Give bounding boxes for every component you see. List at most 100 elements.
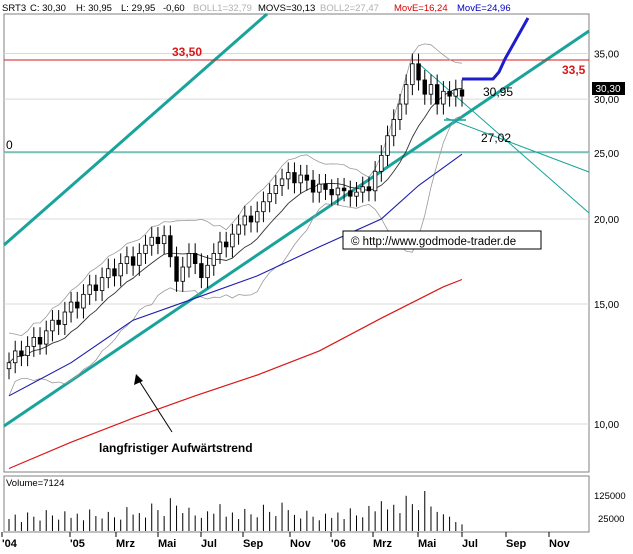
- candle-body: [453, 89, 458, 97]
- x-tick-label: Mrz: [116, 538, 135, 549]
- header-bar: SRT3 C: 30,30 H: 30,95 L: 29,95 -0,60 BO…: [2, 3, 511, 14]
- y-tick-label: 25,00: [594, 149, 619, 160]
- y-tick-label: 35,00: [594, 49, 619, 60]
- trend-annotation-arrow: [137, 378, 173, 433]
- candle-body: [428, 84, 434, 95]
- candle-body: [385, 135, 390, 156]
- header-close: C: 30,30: [30, 3, 66, 14]
- candle-body: [447, 90, 452, 97]
- candle-body: [137, 253, 142, 266]
- x-tick-label: Nov: [290, 538, 312, 549]
- x-tick-label: '05: [70, 538, 85, 549]
- x-tick-label: '04: [2, 538, 18, 549]
- x-axis: '04 '05 Mrz Mai Jul Sep Nov '06 Mrz Mai Jul Sep Nov: [1, 532, 571, 550]
- candle-body: [310, 179, 316, 193]
- candle-body: [230, 233, 235, 248]
- candle-body: [286, 172, 291, 180]
- candle-body: [168, 235, 173, 258]
- header-movs: MOVS=30,13: [258, 3, 315, 14]
- downtrend-channel-lower: [445, 117, 590, 173]
- candle-body: [242, 215, 248, 226]
- candle-body: [304, 174, 310, 181]
- forecast-arrow-path: [462, 17, 530, 81]
- bollinger-middle-band: [8, 87, 463, 364]
- header-boll2: BOLL2=27,47: [320, 3, 379, 14]
- candle-body: [6, 362, 12, 370]
- candle-body: [459, 89, 465, 97]
- candle-body: [223, 241, 229, 248]
- last-price-badge: [592, 82, 625, 95]
- candle-body: [192, 253, 198, 264]
- candle-body: [248, 215, 254, 223]
- upper-channel-line: [3, 12, 268, 247]
- x-tick-label: Mai: [158, 538, 176, 549]
- candle-body: [19, 350, 24, 356]
- candle-body: [372, 170, 378, 192]
- x-tick-label: Mai: [418, 538, 436, 549]
- candle-body: [106, 268, 111, 279]
- candle-body: [354, 191, 359, 197]
- candle-body: [217, 241, 223, 254]
- candle-body: [335, 187, 341, 196]
- candle-body: [155, 236, 161, 245]
- candle-body: [273, 185, 279, 194]
- x-tick-label: Sep: [243, 538, 263, 549]
- candle-body: [112, 268, 117, 277]
- copyright-text: © http://www.godmode-trader.de: [351, 236, 516, 248]
- candle-body: [261, 201, 266, 213]
- candle-body: [81, 293, 86, 309]
- downtrend-channel-upper: [417, 62, 590, 214]
- volume-tick-high: 125000: [594, 491, 626, 502]
- candle-body: [403, 84, 409, 105]
- candle-body: [118, 263, 123, 277]
- volume-bars: [8, 491, 463, 531]
- candle-body: [341, 187, 347, 192]
- trend-arrow-head: [134, 374, 143, 385]
- candle-body: [360, 186, 365, 193]
- candle-body: [410, 63, 415, 86]
- candle-body: [279, 178, 285, 186]
- x-tick-label: Jul: [462, 538, 478, 549]
- header-change: -0,60: [163, 3, 185, 14]
- header-move-short: MovE=24,96: [457, 3, 511, 14]
- resistance-label-right: 33,5: [562, 63, 586, 77]
- candle-body: [161, 235, 167, 245]
- volume-label: Volume=7124: [6, 478, 64, 489]
- candle-body: [434, 84, 440, 105]
- candle-body: [211, 253, 216, 266]
- header-symbol: SRT3: [2, 3, 26, 14]
- candle-body: [25, 345, 30, 356]
- bollinger-lower-band: [8, 115, 463, 396]
- moving-average-short: [8, 153, 463, 397]
- candle-body: [186, 253, 192, 268]
- x-tick-label: Mrz: [373, 538, 392, 549]
- candle-body: [174, 256, 179, 282]
- trend-label: langfristiger Aufwärtstrend: [99, 441, 253, 455]
- header-high: H: 30,95: [76, 3, 112, 14]
- candle-body: [99, 277, 105, 291]
- candle-body: [329, 189, 334, 196]
- candle-body: [205, 264, 210, 279]
- candle-body: [37, 336, 43, 345]
- candle-body: [416, 63, 421, 81]
- candlesticks: [6, 53, 465, 380]
- lower-trendline: [3, 29, 590, 428]
- candle-body: [124, 256, 130, 264]
- candle-body: [44, 330, 49, 345]
- x-tick-label: Jul: [201, 538, 217, 549]
- candle-body: [149, 236, 154, 246]
- candle-body: [199, 263, 204, 279]
- candle-body: [236, 224, 241, 235]
- candle-body: [292, 172, 297, 184]
- candle-body: [56, 319, 61, 325]
- volume-tick-low: 25000: [598, 514, 624, 525]
- level-high-label: 30,95: [483, 85, 513, 99]
- candle-body: [75, 301, 80, 309]
- y-tick-label: 15,00: [594, 300, 619, 311]
- header-boll1: BOLL1=32,79: [193, 3, 252, 14]
- candle-body: [267, 193, 272, 203]
- header-low: L: 29,95: [121, 3, 155, 14]
- support-label: 0: [6, 138, 13, 152]
- level-low-label: 27,02: [481, 131, 511, 145]
